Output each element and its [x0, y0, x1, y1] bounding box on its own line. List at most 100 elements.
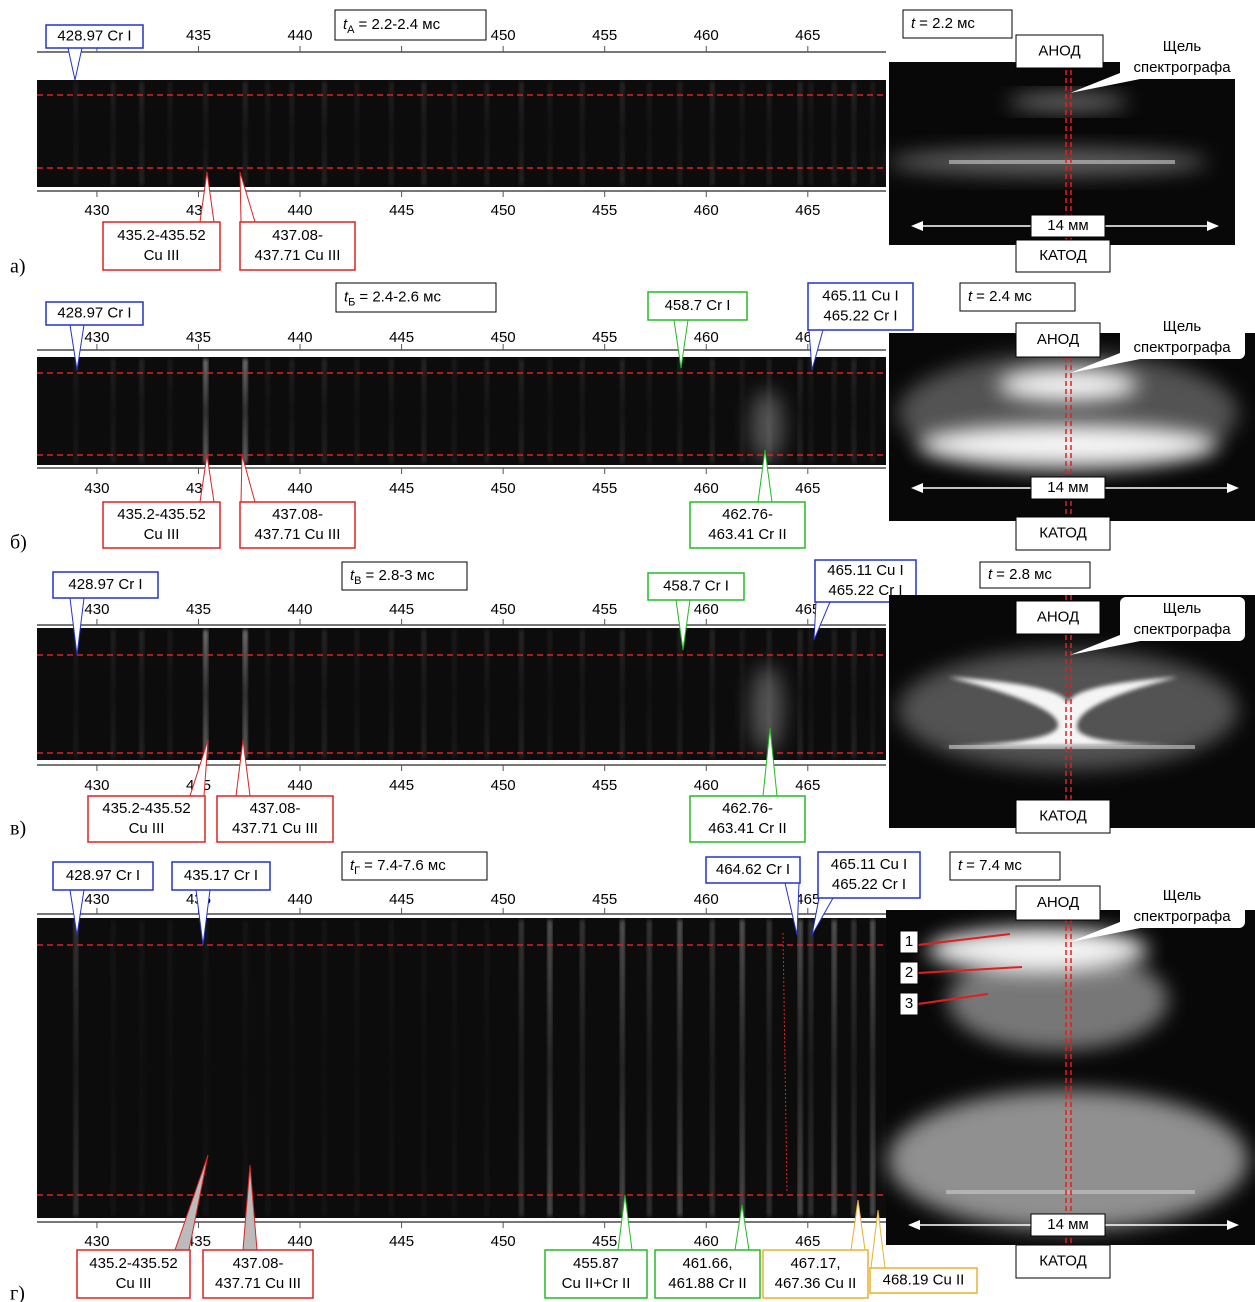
spectral-line	[389, 359, 393, 463]
spectral-line	[111, 359, 115, 463]
time-value: = 7.4-7.6 мс	[364, 857, 446, 874]
x-tick-label: 440	[288, 601, 313, 618]
x-tick-label: 445	[389, 480, 414, 497]
callout-text: Cu III	[144, 526, 180, 543]
slit-box	[1120, 35, 1245, 79]
spectral-line	[140, 630, 144, 758]
callout-box	[544, 1249, 648, 1299]
marker-line	[917, 966, 1023, 974]
spectral-line	[204, 630, 208, 758]
callout-text: 458.7 Cr I	[665, 297, 731, 314]
x-tick-label: 450	[491, 601, 516, 618]
anode-box	[1015, 600, 1101, 635]
spectral-line	[871, 630, 875, 758]
spectral-line	[852, 630, 856, 758]
spectral-line	[74, 630, 78, 758]
scale-box	[1030, 1213, 1106, 1237]
time-var: t	[911, 15, 916, 32]
callout-text: 437.08-	[250, 800, 301, 817]
spectral-line	[548, 359, 552, 463]
x-tick-label: 445	[389, 777, 414, 794]
spectral-line	[422, 359, 426, 463]
photo-time: t = 2.8 мс	[988, 566, 1052, 583]
spectral-line	[647, 630, 651, 758]
photo-time-box	[949, 851, 1061, 881]
spectral-line	[620, 82, 624, 185]
x-tick-label: 440	[288, 329, 313, 346]
x-tick-label: 440	[288, 777, 313, 794]
plasma-glow	[1008, 94, 1128, 110]
photo-time: t = 7.4 мс	[958, 857, 1022, 874]
x-tick-label: 450	[491, 27, 516, 44]
callout-text: 435.2-435.52	[117, 227, 205, 244]
x-tick-label: 450	[491, 777, 516, 794]
marker-box	[899, 992, 919, 1016]
spectral-line	[422, 630, 426, 758]
x-tick-label: 430	[84, 891, 109, 908]
x-tick-label: 460	[694, 1233, 719, 1250]
spectral-line	[452, 82, 456, 185]
spectral-line	[798, 82, 802, 185]
spectral-line	[809, 630, 813, 758]
scale-box	[1030, 476, 1106, 500]
spectrum	[37, 628, 886, 760]
marker-label: 2	[905, 964, 913, 981]
spectral-line	[168, 359, 172, 463]
spectral-line	[798, 359, 802, 463]
spectral-line	[111, 82, 115, 185]
photo-time-box	[959, 282, 1076, 312]
callout-text: 462.76-	[722, 506, 773, 523]
spectral-line	[322, 630, 326, 758]
x-tick-label: 450	[491, 480, 516, 497]
time-sub: Б	[348, 296, 355, 308]
spectral-line	[678, 630, 682, 758]
panel: 4304354404454504554604654304354404454504…	[10, 851, 1255, 1302]
x-tick-label: 445	[389, 329, 414, 346]
callout-box	[76, 1249, 191, 1299]
spectral-line	[809, 359, 813, 463]
spectrum	[37, 918, 886, 1218]
spectrum	[37, 80, 886, 187]
marker-label: 1	[905, 933, 913, 950]
spectral-line	[74, 82, 78, 185]
callout-box	[45, 301, 144, 326]
x-tick-label: 435	[186, 27, 211, 44]
callout-text: 437.71 Cu III	[255, 526, 341, 543]
spectrum	[37, 357, 886, 465]
callout-text: 435.2-435.52	[117, 506, 205, 523]
x-tick-label: 435	[186, 1233, 211, 1250]
time-label: tВ = 2.8-3 мс	[350, 567, 435, 587]
panel-label: а)	[10, 256, 26, 278]
spectral-line	[620, 359, 624, 463]
x-tick-label: 450	[491, 891, 516, 908]
x-tick-label: 450	[491, 329, 516, 346]
spectral-line	[871, 359, 875, 463]
scale-label: 14 мм	[1047, 217, 1088, 234]
callout-box	[239, 501, 356, 549]
x-tick-label: 465	[795, 27, 820, 44]
spectral-line	[168, 630, 172, 758]
anode-label: АНОД	[1037, 608, 1079, 625]
slit-box	[1120, 315, 1245, 359]
spectral-line	[322, 82, 326, 185]
x-tick-label: 440	[288, 891, 313, 908]
spectral-line	[710, 920, 714, 1216]
x-tick-label: 460	[694, 777, 719, 794]
spectral-line	[452, 630, 456, 758]
callout-text: 435.2-435.52	[102, 800, 190, 817]
arrow-head	[1227, 1220, 1239, 1230]
spectral-line	[140, 920, 144, 1216]
scale-label: 14 мм	[1047, 1216, 1088, 1233]
x-tick-label: 435	[186, 601, 211, 618]
spectral-line	[266, 359, 270, 463]
x-tick-label: 455	[592, 27, 617, 44]
callout-box	[647, 572, 745, 601]
plasma-glow	[898, 650, 1238, 770]
callout-text: 461.66,	[682, 1255, 732, 1272]
spectral-line	[832, 359, 836, 463]
x-tick-label: 460	[694, 480, 719, 497]
x-tick-label: 465	[795, 891, 820, 908]
callout-text: 467.36 Cu II	[775, 1275, 857, 1292]
plasma-glow	[898, 353, 1238, 473]
